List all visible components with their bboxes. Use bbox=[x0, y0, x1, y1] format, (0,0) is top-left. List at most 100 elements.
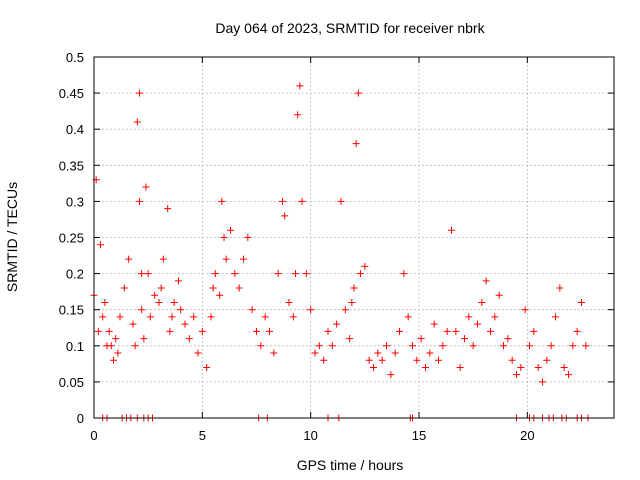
data-point bbox=[190, 313, 198, 321]
data-point bbox=[461, 335, 468, 343]
data-point bbox=[99, 313, 107, 321]
data-point bbox=[465, 313, 473, 321]
data-point bbox=[543, 356, 551, 364]
data-point bbox=[185, 335, 193, 343]
data-point bbox=[400, 270, 408, 278]
data-point bbox=[157, 284, 165, 292]
data-point bbox=[281, 212, 289, 220]
data-point bbox=[120, 284, 128, 292]
data-point bbox=[220, 234, 228, 241]
data-point bbox=[452, 327, 460, 335]
data-point bbox=[164, 205, 172, 213]
data-point bbox=[209, 284, 217, 292]
data-point bbox=[211, 270, 219, 278]
data-point bbox=[298, 197, 306, 205]
data-point bbox=[270, 349, 278, 357]
data-point bbox=[129, 320, 137, 328]
data-point bbox=[383, 342, 390, 350]
y-tick-label: 0.45 bbox=[59, 86, 84, 101]
data-point bbox=[547, 342, 555, 350]
data-point bbox=[361, 262, 369, 270]
data-point bbox=[565, 371, 572, 379]
data-point bbox=[97, 241, 104, 249]
data-point bbox=[508, 356, 516, 364]
data-point bbox=[142, 183, 150, 191]
data-point bbox=[409, 342, 416, 350]
data-point bbox=[478, 298, 486, 306]
data-point bbox=[560, 363, 568, 371]
data-point bbox=[261, 313, 269, 321]
data-point bbox=[114, 349, 122, 357]
data-point bbox=[439, 342, 447, 350]
data-point bbox=[266, 327, 273, 335]
data-point bbox=[155, 298, 163, 306]
y-axis-label: SRMTID / TECUs bbox=[4, 182, 20, 292]
data-point bbox=[404, 313, 412, 321]
data-point bbox=[556, 284, 564, 292]
data-point bbox=[504, 335, 512, 343]
data-point bbox=[396, 327, 403, 335]
data-point bbox=[159, 255, 167, 263]
data-point bbox=[573, 327, 581, 335]
data-points bbox=[90, 82, 592, 422]
data-point bbox=[341, 306, 349, 314]
data-point bbox=[500, 342, 507, 350]
data-point bbox=[387, 371, 395, 379]
data-point bbox=[320, 356, 328, 364]
data-point bbox=[216, 291, 224, 299]
data-point bbox=[350, 284, 358, 292]
chart-title: Day 064 of 2023, SRMTID for receiver nbr… bbox=[215, 20, 485, 36]
data-point bbox=[328, 342, 336, 350]
y-tick-label: 0.1 bbox=[66, 339, 84, 354]
data-point bbox=[296, 82, 304, 90]
data-point bbox=[170, 298, 178, 306]
data-point bbox=[582, 342, 590, 350]
data-point bbox=[365, 356, 373, 364]
data-point bbox=[307, 306, 315, 314]
data-point bbox=[517, 363, 525, 371]
y-tick-label: 0.05 bbox=[59, 375, 84, 390]
data-point bbox=[146, 313, 154, 321]
data-point bbox=[422, 363, 429, 371]
data-point bbox=[374, 349, 382, 357]
x-tick-label: 20 bbox=[520, 428, 534, 443]
data-point bbox=[294, 111, 302, 119]
y-tick-label: 0.2 bbox=[66, 267, 84, 282]
data-point bbox=[311, 349, 319, 357]
data-point bbox=[426, 349, 434, 357]
data-point bbox=[487, 327, 494, 335]
data-point bbox=[443, 327, 451, 335]
y-tick-label: 0.3 bbox=[66, 194, 84, 209]
y-tick-label: 0.15 bbox=[59, 303, 84, 318]
data-point bbox=[136, 197, 143, 205]
x-axis-label: GPS time / hours bbox=[297, 457, 404, 473]
data-point bbox=[474, 320, 481, 328]
data-point bbox=[110, 356, 117, 364]
data-point bbox=[131, 342, 139, 350]
data-point bbox=[279, 197, 286, 205]
data-point bbox=[144, 270, 152, 278]
data-point bbox=[222, 255, 230, 263]
data-point bbox=[324, 327, 332, 335]
data-point bbox=[227, 226, 234, 234]
data-point bbox=[552, 313, 559, 321]
data-point bbox=[125, 255, 133, 263]
data-point bbox=[175, 277, 182, 285]
data-point bbox=[253, 327, 260, 335]
data-point bbox=[578, 298, 585, 306]
x-tick-label: 10 bbox=[303, 428, 317, 443]
data-point bbox=[526, 342, 533, 350]
data-point bbox=[456, 363, 464, 371]
data-point bbox=[133, 118, 141, 126]
data-point bbox=[140, 335, 148, 343]
data-point bbox=[116, 313, 124, 321]
axis-ticks: 0 0.05 0.1 0.15 0.2 0.25 0.3 0.35 0.4 0.45 0.5 0 5 10… bbox=[59, 50, 614, 443]
data-point bbox=[203, 363, 211, 371]
data-point bbox=[448, 226, 455, 234]
data-point bbox=[244, 234, 252, 241]
x-tick-label: 15 bbox=[412, 428, 426, 443]
data-point bbox=[521, 306, 529, 314]
data-point bbox=[357, 270, 364, 278]
data-point bbox=[198, 327, 206, 335]
